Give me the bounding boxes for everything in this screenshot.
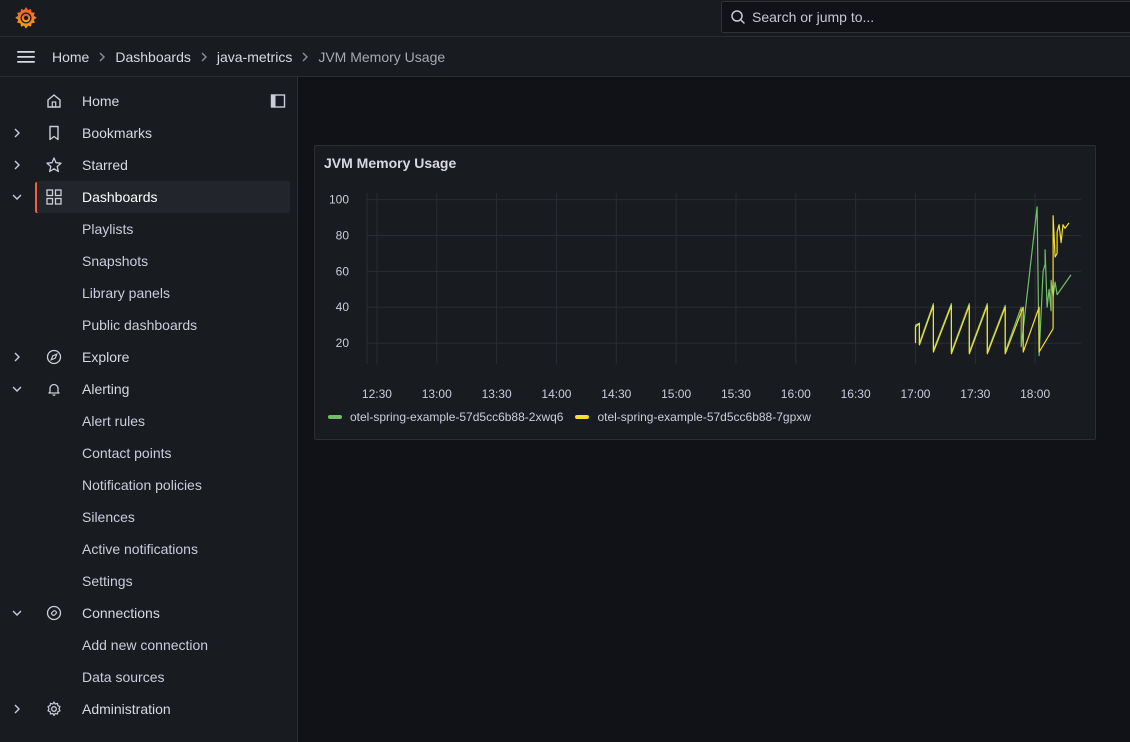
sidebar-item-dashboards[interactable]: Dashboards	[37, 181, 290, 213]
sidebar-item-public-dashboards[interactable]: Public dashboards	[82, 317, 198, 333]
chevron-right-icon[interactable]	[11, 351, 23, 363]
y-tick-label: 100	[329, 193, 349, 207]
grafana-logo-icon[interactable]	[13, 5, 39, 31]
chevron-right-icon[interactable]	[11, 703, 23, 715]
x-tick-label: 17:00	[900, 387, 930, 401]
bell-icon	[48, 383, 60, 396]
bookmark-icon	[49, 125, 59, 141]
line-chart[interactable]: 20 40 60 80 100 12:30 13:00 13:30 14:00 14:30 15:0…	[315, 146, 1097, 406]
home-icon	[47, 94, 61, 108]
sidebar-item-data-sources[interactable]: Data sources	[82, 669, 165, 685]
x-tick-label: 15:30	[721, 387, 751, 401]
x-tick-label: 18:00	[1020, 387, 1050, 401]
series-line-2	[914, 215, 1070, 355]
chevron-right-icon[interactable]	[11, 127, 23, 139]
legend-swatch	[575, 415, 590, 419]
chevron-down-icon[interactable]	[11, 191, 23, 203]
top-bar	[0, 0, 1130, 37]
legend-label: otel-spring-example-57d5cc6b88-7gpxw	[597, 410, 811, 424]
x-tick-label: 16:30	[841, 387, 871, 401]
x-tick-label: 14:00	[541, 387, 571, 401]
chevron-right-icon	[98, 52, 106, 62]
search-box[interactable]	[721, 1, 1130, 33]
legend-label: otel-spring-example-57d5cc6b88-2xwq6	[350, 410, 564, 424]
sidebar-item-home[interactable]: Home	[0, 85, 298, 117]
link-icon	[46, 605, 62, 621]
x-tick-label: 13:30	[482, 387, 512, 401]
search-input[interactable]	[752, 9, 1112, 25]
apps-grid-icon	[46, 189, 62, 205]
sidebar-item-library-panels[interactable]: Library panels	[82, 285, 170, 301]
legend-item[interactable]: otel-spring-example-57d5cc6b88-2xwq6	[328, 410, 563, 424]
breadcrumb-dashboards[interactable]: Dashboards	[115, 48, 191, 65]
dock-menu-icon[interactable]	[270, 93, 286, 109]
sidebar-item-alert-rules[interactable]: Alert rules	[82, 413, 146, 429]
chevron-down-icon[interactable]	[11, 383, 23, 395]
compass-icon	[46, 349, 62, 365]
breadcrumb-current-page: JVM Memory Usage	[318, 48, 446, 65]
breadcrumb-folder[interactable]: java-metrics	[216, 48, 293, 65]
legend-swatch	[328, 415, 342, 419]
sidebar-item-starred[interactable]: Starred	[0, 149, 298, 181]
sidebar-item-contact-points[interactable]: Contact points	[82, 445, 172, 461]
chevron-right-icon[interactable]	[11, 159, 23, 171]
sidebar-item-snapshots[interactable]: Snapshots	[82, 253, 149, 269]
sidebar-item-bookmarks[interactable]: Bookmarks	[0, 117, 298, 149]
chart-legend: otel-spring-example-57d5cc6b88-2xwq6 otel…	[328, 410, 823, 424]
gear-icon	[47, 701, 61, 717]
x-tick-label: 13:00	[422, 387, 452, 401]
legend-item[interactable]: otel-spring-example-57d5cc6b88-7gpxw	[575, 410, 811, 424]
sidebar-item-playlists[interactable]: Playlists	[82, 221, 134, 237]
breadcrumb: Home Dashboards java-metrics JVM Memory …	[52, 49, 445, 65]
x-tick-label: 17:30	[960, 387, 990, 401]
breadcrumb-home[interactable]: Home	[52, 48, 90, 65]
x-tick-label: 16:00	[781, 387, 811, 401]
sidebar: Home Bookmarks Starred Dashboards Playli…	[0, 77, 298, 742]
x-tick-label: 12:30	[362, 387, 392, 401]
menu-toggle-button[interactable]	[0, 37, 52, 77]
chevron-right-icon	[301, 52, 309, 62]
chevron-down-icon[interactable]	[11, 607, 23, 619]
y-tick-label: 80	[336, 228, 350, 242]
search-icon	[731, 10, 745, 24]
y-tick-label: 60	[336, 264, 350, 278]
sidebar-item-alerting[interactable]: Alerting	[0, 373, 298, 405]
y-tick-label: 40	[336, 300, 350, 314]
series-line-1	[914, 206, 1072, 357]
chevron-right-icon	[200, 52, 208, 62]
y-tick-label: 20	[336, 336, 350, 350]
panel-title: JVM Memory Usage	[324, 155, 457, 171]
star-icon	[46, 157, 62, 173]
x-tick-label: 15:00	[661, 387, 691, 401]
sidebar-item-administration[interactable]: Administration	[0, 693, 298, 725]
sidebar-item-active-notifications[interactable]: Active notifications	[82, 541, 198, 557]
sidebar-item-explore[interactable]: Explore	[0, 341, 298, 373]
sidebar-item-silences[interactable]: Silences	[82, 509, 135, 525]
breadcrumb-bar: Home Dashboards java-metrics JVM Memory …	[0, 37, 1130, 77]
sidebar-item-settings[interactable]: Settings	[82, 573, 133, 589]
sidebar-item-connections[interactable]: Connections	[0, 597, 298, 629]
x-tick-label: 14:30	[601, 387, 631, 401]
sidebar-item-add-new-connection[interactable]: Add new connection	[82, 637, 209, 653]
chart-panel[interactable]: JVM Memory Usage 20 40 60 80 100 12:30 13:00 13…	[314, 145, 1096, 440]
hamburger-menu-icon	[17, 50, 35, 63]
sidebar-item-notification-policies[interactable]: Notification policies	[82, 477, 202, 493]
